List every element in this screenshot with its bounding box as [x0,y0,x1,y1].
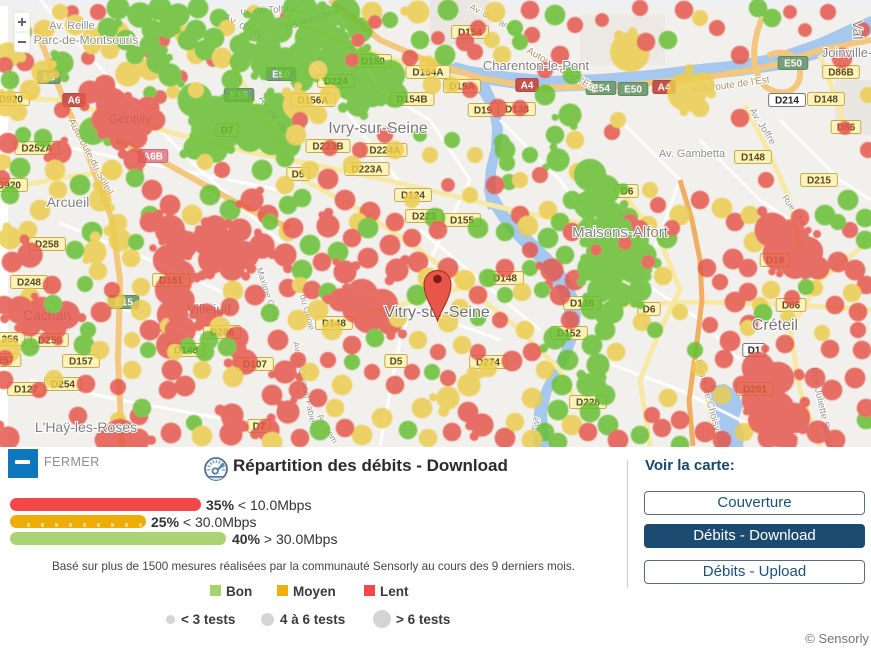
svg-text:D254: D254 [51,380,75,391]
svg-text:D6: D6 [643,305,656,316]
svg-text:D127: D127 [14,385,38,396]
svg-text:D148: D148 [814,95,838,106]
svg-text:D148: D148 [741,153,765,164]
svg-text:D19: D19 [474,106,493,117]
svg-text:D154B: D154B [396,95,427,106]
svg-text:D214: D214 [775,96,799,107]
svg-text:Maisons-Alfort: Maisons-Alfort [572,224,669,241]
svg-text:L'Haÿ-les-Roses: L'Haÿ-les-Roses [35,419,137,435]
svg-text:Ivry-sur-Seine: Ivry-sur-Seine [328,120,428,137]
svg-text:D5: D5 [292,170,305,181]
svg-text:D224A: D224A [369,146,400,157]
svg-text:E50: E50 [624,85,642,96]
svg-text:D223: D223 [412,212,436,223]
svg-text:D156A: D156A [297,96,328,107]
svg-text:Arcueil: Arcueil [47,194,90,210]
svg-text:D154: D154 [458,28,482,39]
svg-text:Av. Gambetta: Av. Gambetta [659,148,726,160]
svg-text:D250: D250 [38,336,62,347]
svg-text:A4: A4 [658,83,671,94]
svg-text:D5: D5 [390,357,403,368]
svg-text:D157: D157 [69,357,93,368]
svg-text:Joinville-: Joinville- [822,45,871,60]
svg-text:D155: D155 [450,216,474,227]
svg-text:D248: D248 [17,278,41,289]
svg-text:D223A: D223A [351,165,382,176]
svg-text:Créteil: Créteil [752,317,798,334]
svg-text:A6: A6 [68,96,81,107]
svg-text:Charenton-le-Pont: Charenton-le-Pont [483,58,590,73]
svg-text:Parc-de-Montsouris: Parc-de-Montsouris [34,33,139,47]
svg-text:A4: A4 [521,81,534,92]
svg-text:D148: D148 [493,274,517,285]
svg-text:D215: D215 [807,176,831,187]
svg-text:Val: Val [850,20,867,40]
svg-text:D252A: D252A [21,144,52,155]
svg-text:E54: E54 [592,84,610,95]
svg-text:D1: D1 [748,346,761,357]
svg-text:Av. Reille: Av. Reille [49,20,94,32]
svg-text:D19A: D19A [449,82,475,93]
svg-text:E50: E50 [784,59,802,70]
svg-text:A6B: A6B [143,152,163,163]
svg-text:D86B: D86B [828,68,854,79]
svg-text:D258: D258 [35,240,59,251]
